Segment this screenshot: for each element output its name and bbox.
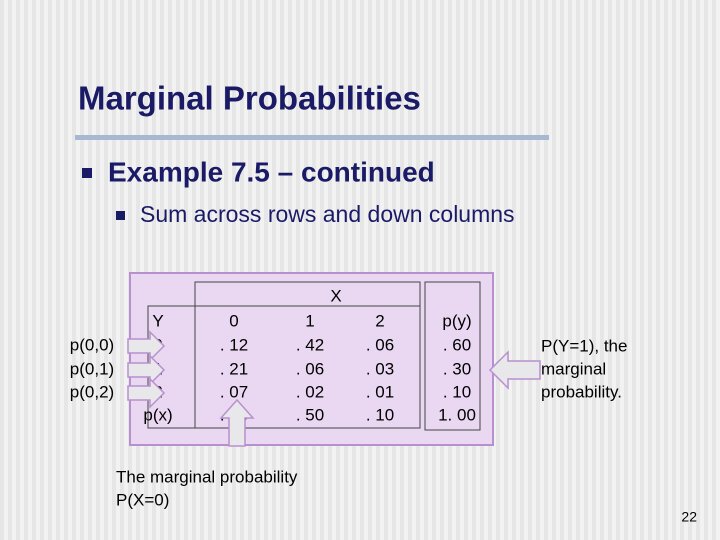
table-cell-text: . 01 (366, 382, 394, 401)
table-cell-text: Y (152, 311, 163, 330)
annotation: marginal (541, 359, 606, 378)
table-cell (194, 281, 421, 307)
row-label: p(0,1) (70, 359, 114, 378)
table-cell-text: . 06 (296, 359, 324, 378)
annotation: The marginal probability (116, 467, 298, 486)
annotation: probability. (541, 382, 622, 401)
table-header: X (330, 286, 341, 305)
table-cell-text: . 12 (220, 335, 248, 354)
table-cell-text: . 02 (296, 382, 324, 401)
table-cell-text: . 07 (220, 382, 248, 401)
arrows (127, 330, 541, 447)
table-cell (424, 281, 481, 431)
arrow (219, 398, 255, 447)
arrow (127, 377, 166, 409)
row-label: p(0,0) (70, 335, 114, 354)
bullet-marker (116, 211, 125, 220)
table-cell-text: 0 (229, 311, 238, 330)
table-cell-text: 1 (305, 311, 314, 330)
table-cell-text: 1. 00 (438, 405, 476, 424)
row-label: p(0,2) (70, 382, 114, 401)
table-cell-text: . 10 (443, 382, 471, 401)
arrow (488, 350, 541, 390)
page-number: 22 (681, 509, 697, 525)
slide-title: Marginal Probabilities (78, 80, 421, 117)
arrow (127, 354, 166, 386)
table-cell-text: p(x) (143, 405, 172, 424)
arrow (127, 330, 166, 362)
annotation: P(Y=1), the (541, 336, 627, 355)
table-cell-text: . 50 (296, 405, 324, 424)
table-cell-text: . 60 (443, 335, 471, 354)
table-cell-text: . 10 (366, 405, 394, 424)
table-cell-text: . 06 (366, 335, 394, 354)
table-cell-text: . 30 (443, 359, 471, 378)
sub-bullet: Sum across rows and down columns (140, 201, 515, 227)
table-cell-text: . 21 (220, 359, 248, 378)
bullet: Example 7.5 – continued (108, 156, 435, 187)
table-cell-text: . 42 (296, 335, 324, 354)
title-rule (75, 135, 549, 140)
table-cell-text: 2 (375, 311, 384, 330)
bullet-marker (82, 168, 92, 178)
annotation: P(X=0) (116, 490, 169, 509)
table-cell-text: . 03 (366, 359, 394, 378)
table-cell-text: p(y) (442, 311, 471, 330)
